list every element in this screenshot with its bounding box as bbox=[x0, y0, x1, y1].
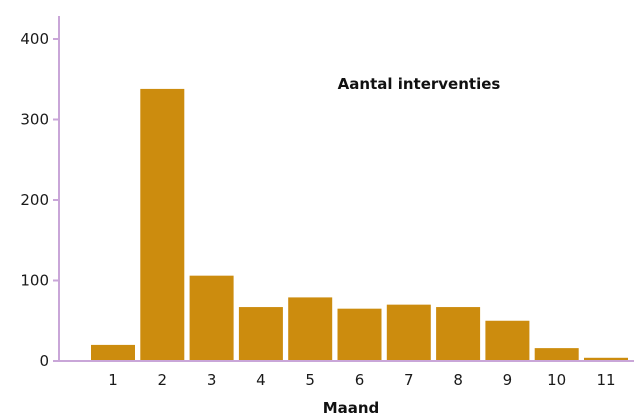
x-tick-label: 2 bbox=[158, 371, 168, 389]
bar-9 bbox=[485, 320, 530, 361]
bar-3 bbox=[189, 275, 234, 361]
bar-8 bbox=[436, 307, 481, 361]
bar-7 bbox=[386, 304, 431, 361]
chart-title: Aantal interventies bbox=[338, 75, 501, 93]
x-axis-ticks: 1 2 3 4 5 6 7 8 9 10 11 bbox=[108, 371, 615, 389]
bar-1 bbox=[91, 344, 135, 361]
x-axis-label: Maand bbox=[323, 399, 380, 414]
y-axis-ticks: 0 100 200 300 400 bbox=[20, 30, 59, 370]
x-tick-label: 11 bbox=[596, 371, 615, 389]
y-tick-label: 100 bbox=[20, 272, 49, 290]
bar-11 bbox=[584, 357, 628, 361]
plot-area bbox=[91, 88, 628, 361]
bar-5 bbox=[288, 297, 333, 361]
bar-2 bbox=[140, 88, 185, 361]
y-tick-label: 200 bbox=[20, 191, 49, 209]
x-tick-label: 8 bbox=[453, 371, 463, 389]
x-tick-label: 7 bbox=[404, 371, 414, 389]
bar-4 bbox=[238, 307, 283, 361]
y-tick-label: 300 bbox=[20, 111, 49, 129]
x-tick-label: 5 bbox=[305, 371, 315, 389]
y-tick-label: 0 bbox=[39, 352, 49, 370]
x-tick-label: 4 bbox=[256, 371, 266, 389]
x-tick-label: 10 bbox=[547, 371, 566, 389]
x-tick-label: 6 bbox=[355, 371, 365, 389]
x-tick-label: 3 bbox=[207, 371, 217, 389]
x-tick-label: 1 bbox=[108, 371, 118, 389]
bar-6 bbox=[337, 308, 382, 361]
y-tick-label: 400 bbox=[20, 30, 49, 48]
x-tick-label: 9 bbox=[503, 371, 513, 389]
bar-10 bbox=[534, 348, 579, 361]
